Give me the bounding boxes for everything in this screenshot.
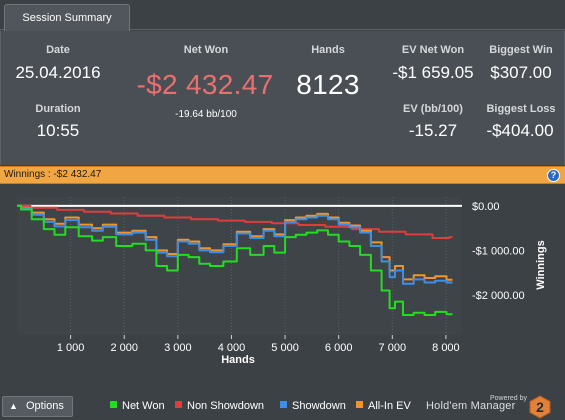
options-label: Options [26, 400, 64, 412]
y-tick-label: $0.00 [472, 201, 500, 213]
legend-swatch-showdown [280, 401, 287, 408]
holdem-manager-logo-icon: 2 [529, 395, 551, 419]
biggest-loss-label: Biggest Loss [486, 103, 556, 115]
winnings-chart-svg: 1 000 2 000 3 000 4 000 5 000 6 000 7 000 8 000… [17, 197, 547, 366]
y-axis-label: Winnings [535, 240, 547, 289]
x-tick-label: 3 000 [164, 342, 192, 354]
biggest-win-value: $307.00 [490, 63, 552, 82]
ev-net-won-value: -$1 659.05 [392, 63, 474, 82]
x-tick-label: 6 000 [325, 342, 353, 354]
legend-item-net-won: Net Won [110, 400, 165, 414]
series-line-showdown [17, 204, 453, 285]
winnings-chart: 1 000 2 000 3 000 4 000 5 000 6 000 7 000 8 000… [0, 185, 565, 395]
duration-value: 10:55 [36, 121, 80, 140]
y-tick-label: -$1 000.00 [472, 245, 525, 257]
ev-bb100-label: EV (bb/100) [403, 103, 463, 115]
bottom-bar: ▲ Options Net Won Non Showdown Showdown … [0, 395, 565, 420]
legend-item-non-showdown: Non Showdown [175, 400, 264, 414]
x-tick-label: 7 000 [379, 342, 407, 354]
brand-name: Hold'em Manager [426, 400, 516, 412]
help-icon[interactable]: ? [547, 169, 560, 182]
date-label: Date [46, 44, 70, 56]
tab-session-summary[interactable]: Session Summary [4, 4, 130, 31]
winnings-header-bar: Winnings : -$2 432.47 ? [0, 166, 565, 184]
legend-label-net-won: Net Won [122, 400, 165, 412]
legend-swatch-net-won [110, 401, 117, 408]
x-tick-label: 1 000 [57, 342, 85, 354]
x-tick-label: 8 000 [432, 342, 460, 354]
series-line-non-showdown [17, 204, 453, 239]
legend-swatch-non-showdown [175, 401, 182, 408]
ev-bb100-value: -15.27 [408, 121, 458, 140]
chart-lines [17, 204, 453, 316]
series-line-net-won [17, 204, 453, 316]
x-tick-label: 4 000 [218, 342, 246, 354]
biggest-win-label: Biggest Win [489, 44, 553, 56]
x-tick-label: 5 000 [271, 342, 299, 354]
legend-label-showdown: Showdown [292, 400, 346, 412]
hands-label: Hands [311, 44, 345, 56]
legend-label-all-in-ev: All-In EV [368, 400, 411, 412]
powered-by-text: Powered by [490, 395, 527, 402]
legend-swatch-all-in-ev [356, 401, 363, 408]
net-won-label: Net Won [183, 44, 229, 56]
x-axis-ticks: 1 000 2 000 3 000 4 000 5 000 6 000 7 000 8 000 [57, 335, 460, 354]
legend-item-showdown: Showdown [280, 400, 346, 414]
options-button[interactable]: ▲ Options [2, 396, 73, 417]
duration-label: Duration [35, 103, 81, 115]
biggest-loss-value: -$404.00 [486, 121, 554, 140]
winnings-title: Winnings : -$2 432.47 [4, 169, 102, 180]
session-summary-panel: Date 25.04.2016 Duration 10:55 Net Won -… [0, 31, 565, 165]
tab-bar: Session Summary [0, 0, 565, 31]
hands-value: 8123 [296, 69, 360, 100]
x-axis-label: Hands [221, 354, 255, 366]
chevron-up-icon: ▲ [9, 401, 18, 411]
x-tick-label: 2 000 [110, 342, 138, 354]
y-axis-ticks: $0.00 -$1 000.00 -$2 000.00 [472, 201, 525, 302]
legend-label-non-showdown: Non Showdown [187, 400, 265, 412]
net-won-bb100: -19.64 bb/100 [175, 109, 237, 120]
net-won-value: -$2 432.47 [136, 69, 274, 100]
ev-net-won-label: EV Net Won [401, 44, 465, 56]
y-tick-label: -$2 000.00 [472, 290, 525, 302]
date-value: 25.04.2016 [15, 63, 101, 82]
brand-badge-text: 2 [536, 399, 544, 415]
legend-item-all-in-ev: All-In EV [356, 400, 411, 414]
